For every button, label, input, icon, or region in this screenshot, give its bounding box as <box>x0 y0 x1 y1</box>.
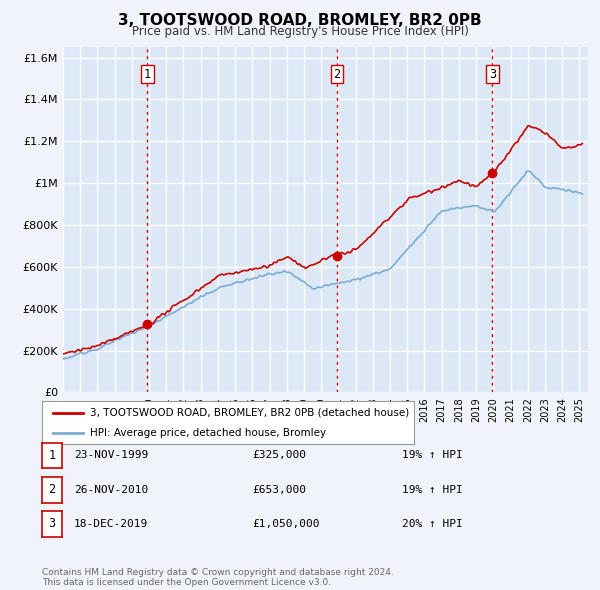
Text: 3, TOOTSWOOD ROAD, BROMLEY, BR2 0PB: 3, TOOTSWOOD ROAD, BROMLEY, BR2 0PB <box>118 13 482 28</box>
Text: Price paid vs. HM Land Registry's House Price Index (HPI): Price paid vs. HM Land Registry's House … <box>131 25 469 38</box>
Text: 3: 3 <box>489 68 496 81</box>
Text: £1,050,000: £1,050,000 <box>252 519 320 529</box>
Text: 19% ↑ HPI: 19% ↑ HPI <box>402 485 463 494</box>
Text: 23-NOV-1999: 23-NOV-1999 <box>74 451 148 460</box>
Text: 18-DEC-2019: 18-DEC-2019 <box>74 519 148 529</box>
Text: Contains HM Land Registry data © Crown copyright and database right 2024.
This d: Contains HM Land Registry data © Crown c… <box>42 568 394 587</box>
Text: 2: 2 <box>333 68 340 81</box>
Text: £653,000: £653,000 <box>252 485 306 494</box>
Text: 20% ↑ HPI: 20% ↑ HPI <box>402 519 463 529</box>
Text: 3, TOOTSWOOD ROAD, BROMLEY, BR2 0PB (detached house): 3, TOOTSWOOD ROAD, BROMLEY, BR2 0PB (det… <box>91 408 410 418</box>
Text: 3: 3 <box>49 517 55 530</box>
Text: 19% ↑ HPI: 19% ↑ HPI <box>402 451 463 460</box>
Text: 1: 1 <box>144 68 151 81</box>
Text: HPI: Average price, detached house, Bromley: HPI: Average price, detached house, Brom… <box>91 428 326 438</box>
Text: 2: 2 <box>49 483 55 496</box>
Text: 26-NOV-2010: 26-NOV-2010 <box>74 485 148 494</box>
Text: 1: 1 <box>49 449 55 462</box>
Text: £325,000: £325,000 <box>252 451 306 460</box>
